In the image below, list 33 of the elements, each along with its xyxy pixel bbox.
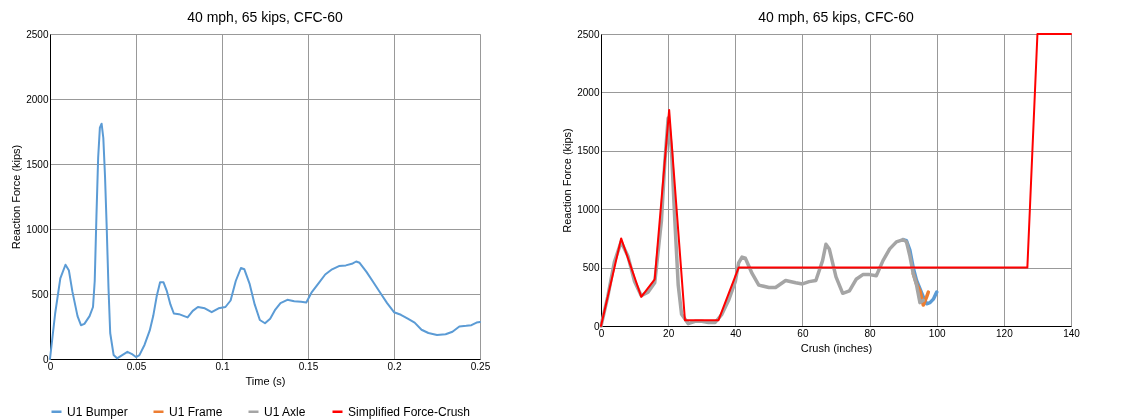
x-tick-label: 0.2 — [387, 360, 402, 372]
y-tick-label: 2500 — [26, 28, 49, 40]
x-tick-label: 0.15 — [298, 360, 319, 372]
x-axis-title: Time (s) — [245, 374, 286, 387]
chart-title: 40 mph, 65 kips, CFC-60 — [758, 9, 915, 25]
x-tick-label: 140 — [1063, 327, 1081, 339]
x-tick-label: 0.25 — [470, 360, 491, 372]
y-axis-title: Reaction Force (kips) — [10, 144, 23, 250]
y-tick-label: 1000 — [26, 223, 49, 235]
legend-label: U1 Frame — [169, 404, 223, 419]
chart-title: 40 mph, 65 kips, CFC-60 — [187, 9, 344, 25]
y-tick-label: 500 — [31, 288, 49, 300]
y-axis-title: Reaction Force (kips) — [561, 128, 574, 233]
y-tick-label: 500 — [582, 262, 600, 274]
x-tick-label: 60 — [797, 327, 809, 339]
x-tick-label: 120 — [996, 327, 1014, 339]
x-tick-label: 40 — [730, 327, 742, 339]
x-tick-label: 20 — [663, 327, 675, 339]
x-tick-label: 100 — [928, 327, 946, 339]
y-tick-label: 1000 — [577, 203, 600, 215]
y-tick-label: 2000 — [26, 93, 49, 105]
legend-label: Simplified Force-Crush — [348, 404, 471, 419]
legend-label: U1 Axle — [264, 404, 306, 419]
x-tick-label: 0.1 — [215, 360, 230, 372]
y-tick-label: 2000 — [577, 86, 600, 98]
y-tick-label: 2500 — [577, 28, 600, 40]
x-axis-title: Crush (inches) — [800, 341, 873, 354]
legend-label: U1 Bumper — [67, 404, 128, 419]
x-tick-label: 80 — [864, 327, 877, 339]
y-tick-label: 1500 — [26, 158, 49, 170]
line-series — [600, 33, 1072, 327]
x-tick-label: 0.05 — [126, 360, 147, 372]
y-tick-label: 1500 — [577, 145, 600, 157]
